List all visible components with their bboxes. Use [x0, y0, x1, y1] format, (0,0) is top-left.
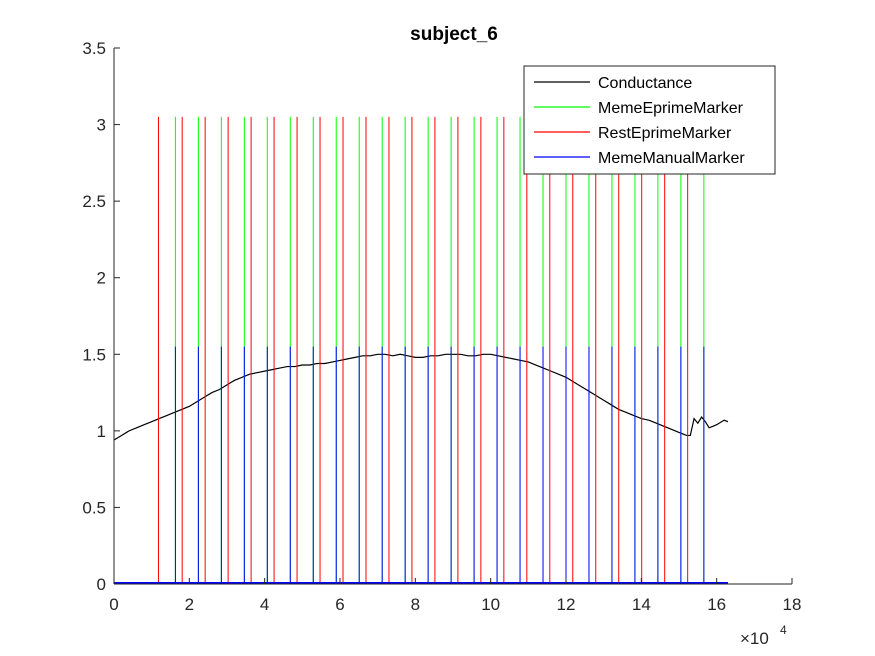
line-Conductance — [113, 353, 729, 441]
y-tick-label-1: 0.5 — [82, 498, 106, 517]
y-tick-label-3: 1.5 — [82, 345, 106, 364]
chart-title: subject_6 — [410, 24, 498, 45]
y-tick-label-0: 0 — [97, 575, 106, 594]
legend: Conductance MemeEprimeMarker RestEprimeMar… — [523, 65, 776, 175]
y-tick-label-7: 3.5 — [82, 39, 106, 58]
x-exponent-base: ×10 — [740, 629, 769, 648]
series-Conductance — [113, 353, 729, 441]
plot-area — [113, 116, 729, 584]
y-tick-label-6: 3 — [97, 116, 106, 135]
x-tick-label-3: 6 — [335, 595, 344, 614]
axes: 0 2 4 6 8 10 12 14 16 18 0 0.5 1 1.5 2 2.5 3 3.5 ×10 4 — [82, 39, 801, 648]
x-tick-label-9: 18 — [783, 595, 802, 614]
x-exponent-power: 4 — [780, 623, 787, 637]
legend-label-2: RestEprimeMarker — [598, 125, 732, 142]
series-MemeEprimeMarker — [174, 116, 705, 584]
x-tick-label-1: 2 — [185, 595, 194, 614]
x-tick-label-4: 8 — [411, 595, 420, 614]
series-RestEprimeMarker — [157, 116, 689, 584]
x-tick-label-6: 12 — [557, 595, 576, 614]
x-tick-label-7: 14 — [632, 595, 651, 614]
series-MemeManualMarker — [174, 346, 705, 584]
x-tick-label-8: 16 — [707, 595, 726, 614]
legend-label-1: MemeEprimeMarker — [598, 100, 744, 117]
y-tick-label-5: 2.5 — [82, 192, 106, 211]
y-tick-label-2: 1 — [97, 422, 106, 441]
y-tick-label-4: 2 — [97, 269, 106, 288]
legend-label-3: MemeManualMarker — [598, 150, 745, 167]
x-tick-label-0: 0 — [109, 595, 118, 614]
x-tick-label-2: 4 — [260, 595, 269, 614]
legend-label-0: Conductance — [598, 75, 692, 92]
x-tick-label-5: 10 — [481, 595, 500, 614]
legend-box — [523, 65, 776, 175]
